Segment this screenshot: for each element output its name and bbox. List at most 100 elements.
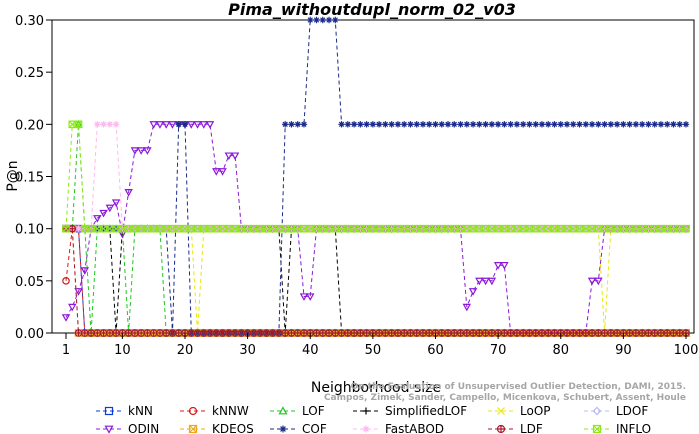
y-axis: 0.00 0.05 0.10 0.15 0.20 0.25 0.30: [15, 14, 52, 342]
legend-item-loop: LoOP: [488, 404, 551, 418]
data-point: [569, 329, 578, 337]
data-point: [136, 147, 146, 155]
data-point: [476, 121, 483, 128]
data-point: [500, 262, 509, 270]
legend-item-knnw: kNNW: [180, 404, 249, 418]
data-point: [80, 267, 90, 275]
data-point: [137, 329, 145, 337]
data-point: [156, 329, 164, 337]
series-line: [66, 228, 686, 334]
data-point: [607, 329, 615, 337]
data-point: [400, 329, 408, 337]
data-point: [299, 293, 309, 301]
data-point: [106, 329, 114, 337]
y-tick-label: 0.05: [15, 275, 44, 290]
data-point: [638, 121, 646, 128]
chart-title: Pima_withoutdupl_norm_02_v03: [228, 0, 516, 19]
data-point: [582, 121, 589, 128]
data-point: [262, 329, 271, 337]
data-point: [426, 121, 433, 128]
data-point: [407, 121, 414, 128]
data-point: [357, 121, 364, 128]
data-point: [278, 406, 288, 415]
legend-label: COF: [302, 422, 327, 434]
data-point: [438, 121, 445, 128]
data-point: [412, 329, 421, 337]
data-point: [218, 168, 227, 176]
data-point: [497, 407, 505, 415]
data-point: [80, 329, 89, 337]
series-layer: [61, 16, 691, 338]
data-point: [664, 121, 671, 128]
data-point: [538, 121, 546, 128]
credit-line-2: On the Evaluation of Unsupervised Outlie…: [351, 382, 686, 392]
data-point: [496, 424, 506, 434]
x-axis: 1 10 20 30 40 50 60 70 80 90 100: [62, 333, 698, 358]
data-point: [387, 329, 396, 337]
x-axis-label: Neighborhood size: [311, 380, 441, 396]
y-axis-label: P@n: [5, 160, 21, 191]
data-point: [281, 329, 289, 337]
data-point: [563, 121, 571, 128]
legend-item-fastabod: FastABOD: [353, 422, 444, 434]
series-line: [66, 19, 686, 334]
data-point: [99, 329, 108, 337]
legend-label: LOF: [302, 404, 325, 418]
data-point: [381, 329, 390, 337]
data-point: [224, 152, 234, 161]
data-point: [576, 121, 583, 128]
data-point: [99, 209, 108, 218]
data-point: [682, 224, 690, 233]
data-point: [87, 329, 95, 337]
data-point: [526, 121, 533, 128]
data-point: [432, 121, 439, 128]
data-point: [230, 152, 240, 161]
legend-label: LDF: [520, 422, 543, 434]
data-point: [362, 407, 370, 415]
data-point: [105, 204, 115, 213]
data-point: [513, 121, 521, 128]
data-point: [318, 329, 327, 337]
data-point: [175, 121, 182, 128]
legend-item-ldf: LDF: [488, 422, 543, 434]
data-point: [206, 329, 214, 337]
data-point: [212, 168, 221, 176]
data-point: [462, 303, 472, 312]
data-point: [162, 329, 171, 337]
data-point: [193, 329, 202, 337]
data-point: [62, 277, 70, 285]
legend-item-kdeos: KDEOS: [180, 422, 254, 434]
data-point: [124, 329, 133, 337]
data-point: [143, 329, 152, 337]
data-point: [457, 121, 464, 128]
data-point: [279, 425, 287, 433]
data-point: [538, 329, 546, 337]
legend-item-ldof: LDOF: [584, 404, 648, 418]
data-point: [256, 329, 264, 337]
data-point: [444, 329, 452, 337]
y-tick-label: 0.15: [15, 171, 44, 186]
data-point: [525, 329, 534, 337]
y-tick-label: 0.20: [15, 118, 44, 133]
data-point: [237, 329, 246, 337]
data-point: [626, 121, 633, 128]
data-point: [400, 121, 408, 128]
data-point: [212, 329, 221, 337]
data-point: [468, 288, 478, 296]
series-line: [66, 228, 686, 334]
data-point: [494, 121, 502, 128]
data-point: [356, 329, 365, 337]
data-point: [331, 329, 340, 337]
data-point: [199, 329, 208, 337]
data-point: [675, 329, 684, 337]
data-point: [506, 329, 515, 337]
data-point: [112, 329, 120, 337]
data-point: [563, 329, 571, 337]
series-line: [66, 228, 686, 334]
data-point: [300, 329, 308, 337]
legend-label: LDOF: [616, 404, 648, 418]
data-point: [487, 277, 497, 286]
data-point: [592, 406, 602, 416]
data-point: [74, 224, 83, 233]
data-point: [657, 329, 665, 337]
